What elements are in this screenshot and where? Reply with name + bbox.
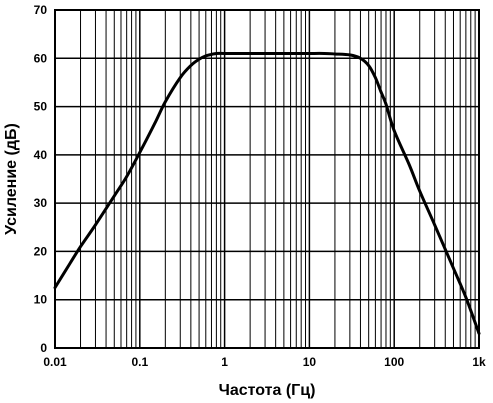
y-axis-title: Усиление (дБ) — [3, 123, 20, 235]
y-tick-label: 0 — [40, 341, 47, 355]
plot-frame — [54, 9, 480, 349]
x-axis-title: Частота (Гц) — [219, 382, 316, 399]
y-tick-label: 40 — [34, 148, 48, 162]
x-tick-label: 10 — [303, 355, 317, 369]
y-tick-label: 10 — [34, 293, 48, 307]
x-tick-labels: 0.01 0.1 1 10 100 1k — [43, 355, 486, 369]
y-tick-label: 20 — [34, 244, 48, 258]
y-tick-label: 30 — [34, 196, 48, 210]
x-tick-label: 0.1 — [131, 355, 148, 369]
y-tick-labels: 0 10 20 30 40 50 60 70 — [34, 3, 48, 355]
y-tick-label: 50 — [34, 100, 48, 114]
gain-curve — [53, 51, 481, 336]
x-tick-label: 1k — [472, 355, 486, 369]
x-tick-label: 0.01 — [43, 355, 67, 369]
x-tick-label: 100 — [384, 355, 404, 369]
y-tick-label: 70 — [34, 3, 48, 17]
minor-gridlines — [80, 10, 476, 348]
x-tick-label: 1 — [221, 355, 228, 369]
y-tick-label: 60 — [34, 51, 48, 65]
